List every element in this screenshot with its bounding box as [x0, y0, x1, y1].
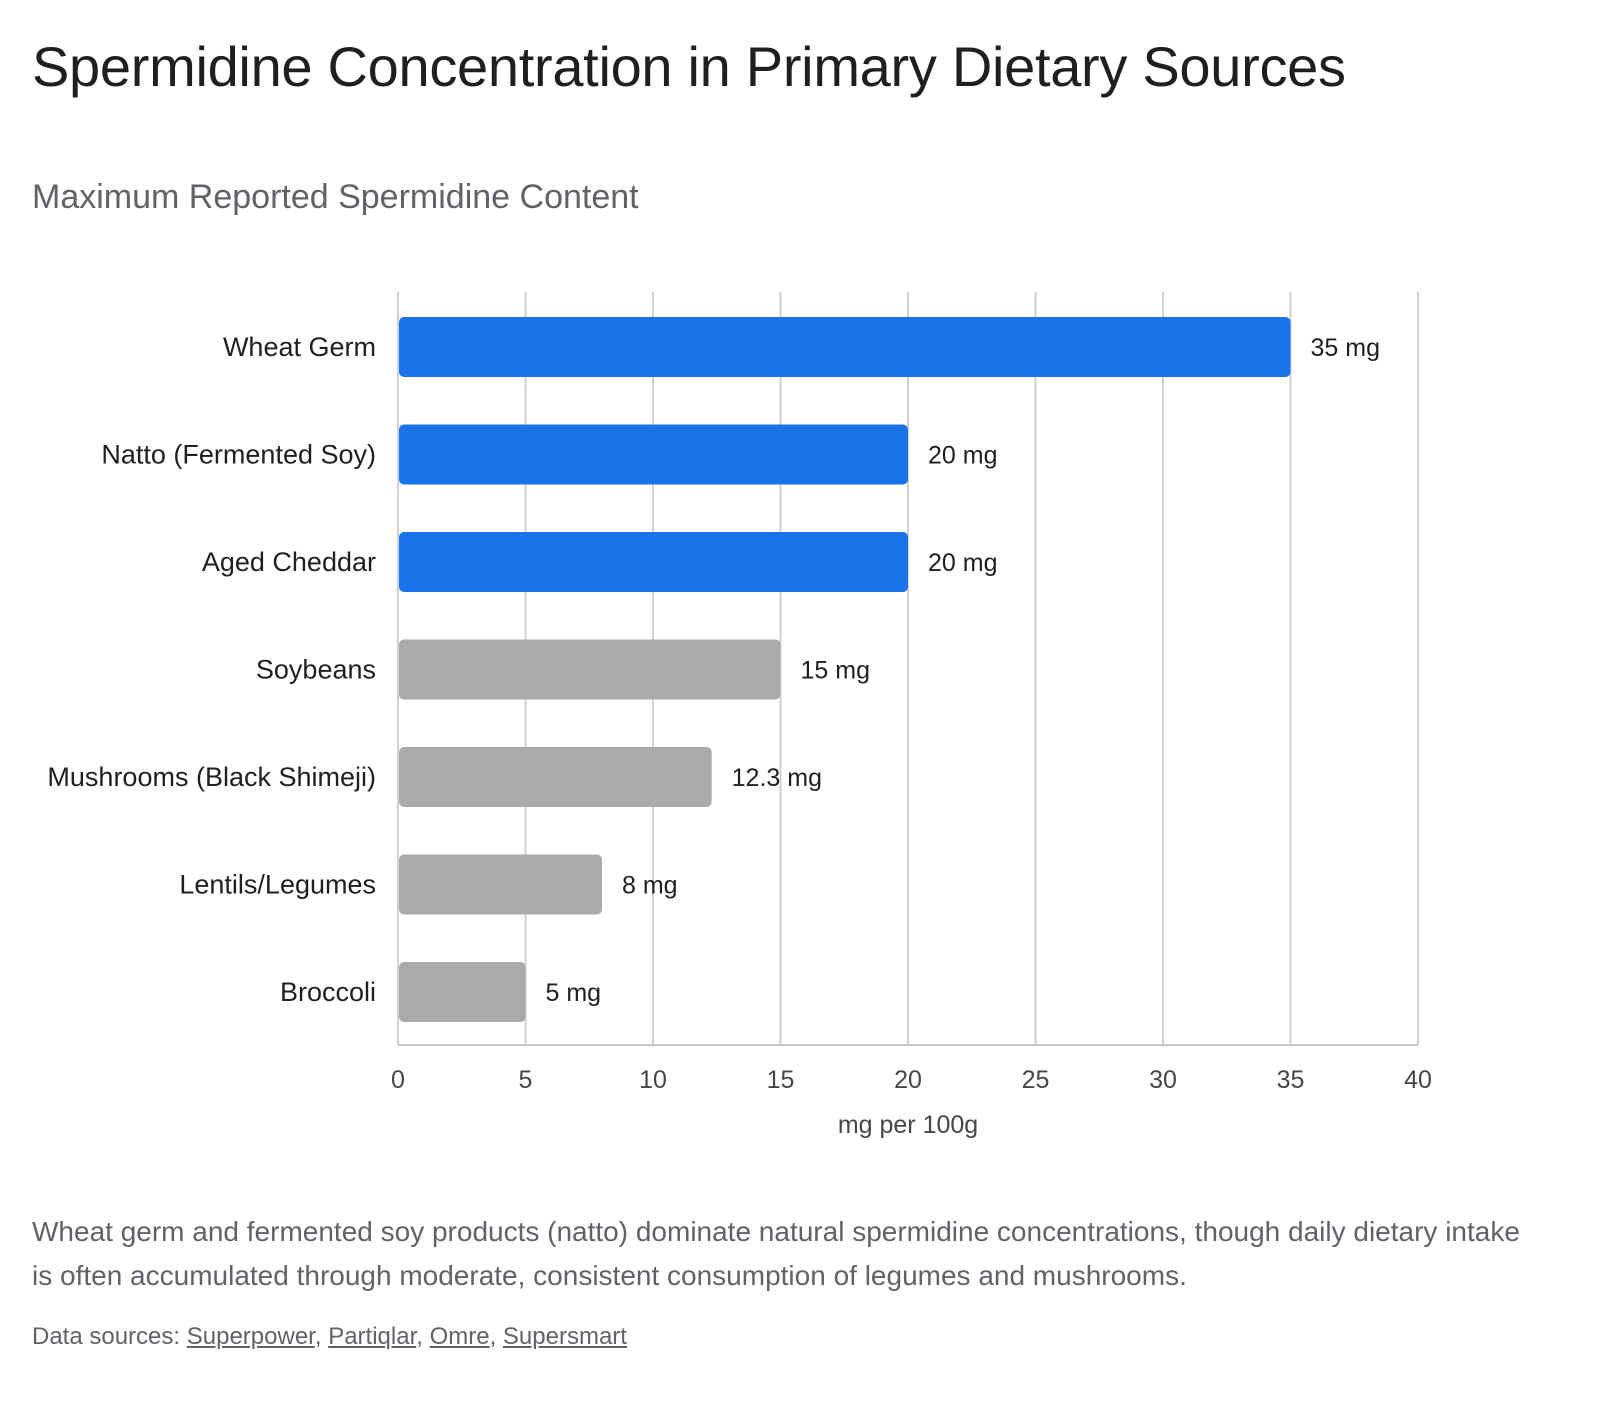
bar: [399, 747, 712, 807]
bar-chart: Wheat Germ Natto (Fermented Soy) Aged Ched…: [47, 292, 1432, 1139]
data-sources: Data sources: Superpower, Partiqlar, Omr…: [32, 1323, 627, 1350]
x-tick-label: 10: [639, 1066, 667, 1094]
source-link-partiqlar[interactable]: Partiqlar: [328, 1323, 417, 1350]
x-tick-label: 0: [391, 1066, 405, 1094]
category-label: Natto (Fermented Soy): [101, 440, 376, 470]
x-tick-label: 15: [767, 1066, 795, 1094]
sources-prefix: Data sources:: [32, 1323, 181, 1350]
value-label: 35 mg: [1311, 334, 1380, 362]
bar: [399, 424, 908, 485]
value-label: 20 mg: [928, 549, 997, 577]
value-labels: 35 mg 20 mg 20 mg 15 mg 12.3 mg 8 mg 5 mg: [546, 334, 1380, 1007]
category-labels: Wheat Germ Natto (Fermented Soy) Aged Ched…: [47, 332, 376, 1007]
bar: [399, 962, 526, 1022]
chart-caption: Wheat germ and fermented soy products (n…: [32, 1216, 1520, 1291]
source-link-superpower[interactable]: Superpower: [186, 1323, 315, 1350]
category-label: Lentils/Legumes: [179, 870, 376, 900]
x-tick-labels: 0 5 10 15 20 25 30 35 40: [391, 1066, 1432, 1094]
source-link-omre[interactable]: Omre: [429, 1323, 490, 1350]
category-label: Aged Cheddar: [202, 547, 376, 577]
value-label: 12.3 mg: [732, 764, 822, 792]
bar: [399, 639, 781, 700]
category-label: Mushrooms (Black Shimeji): [47, 762, 376, 792]
value-label: 5 mg: [546, 979, 602, 1007]
x-tick-label: 30: [1149, 1066, 1177, 1094]
value-label: 20 mg: [928, 442, 997, 470]
bar: [399, 317, 1291, 377]
category-label: Wheat Germ: [223, 332, 376, 362]
bar: [399, 854, 602, 915]
category-label: Soybeans: [256, 655, 376, 685]
chart-title: Spermidine Concentration in Primary Diet…: [32, 35, 1346, 98]
category-label: Broccoli: [280, 977, 376, 1007]
grid-lines: [397, 292, 1419, 1046]
source-link-supersmart[interactable]: Supersmart: [502, 1323, 627, 1350]
x-tick-label: 40: [1404, 1066, 1432, 1094]
x-tick-label: 25: [1022, 1066, 1050, 1094]
value-label: 8 mg: [622, 872, 678, 900]
x-axis-title: mg per 100g: [838, 1111, 978, 1139]
x-tick-label: 35: [1277, 1066, 1305, 1094]
bar: [399, 532, 908, 592]
x-tick-label: 20: [894, 1066, 922, 1094]
chart-subtitle: Maximum Reported Spermidine Content: [32, 178, 639, 216]
value-label: 15 mg: [801, 657, 870, 685]
bars: [399, 317, 1291, 1022]
x-tick-label: 5: [519, 1066, 533, 1094]
